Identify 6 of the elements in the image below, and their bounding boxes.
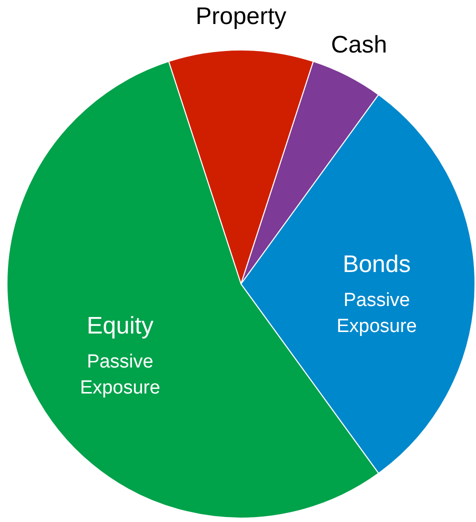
slice-label: Bonds bbox=[342, 251, 411, 278]
data-label: Passive Exposure bbox=[336, 290, 417, 337]
slice-label: Cash bbox=[331, 31, 388, 58]
slice-label: Property bbox=[196, 3, 286, 30]
data-label: Passive Exposure bbox=[80, 352, 160, 399]
slice-label: Equity bbox=[86, 312, 154, 340]
